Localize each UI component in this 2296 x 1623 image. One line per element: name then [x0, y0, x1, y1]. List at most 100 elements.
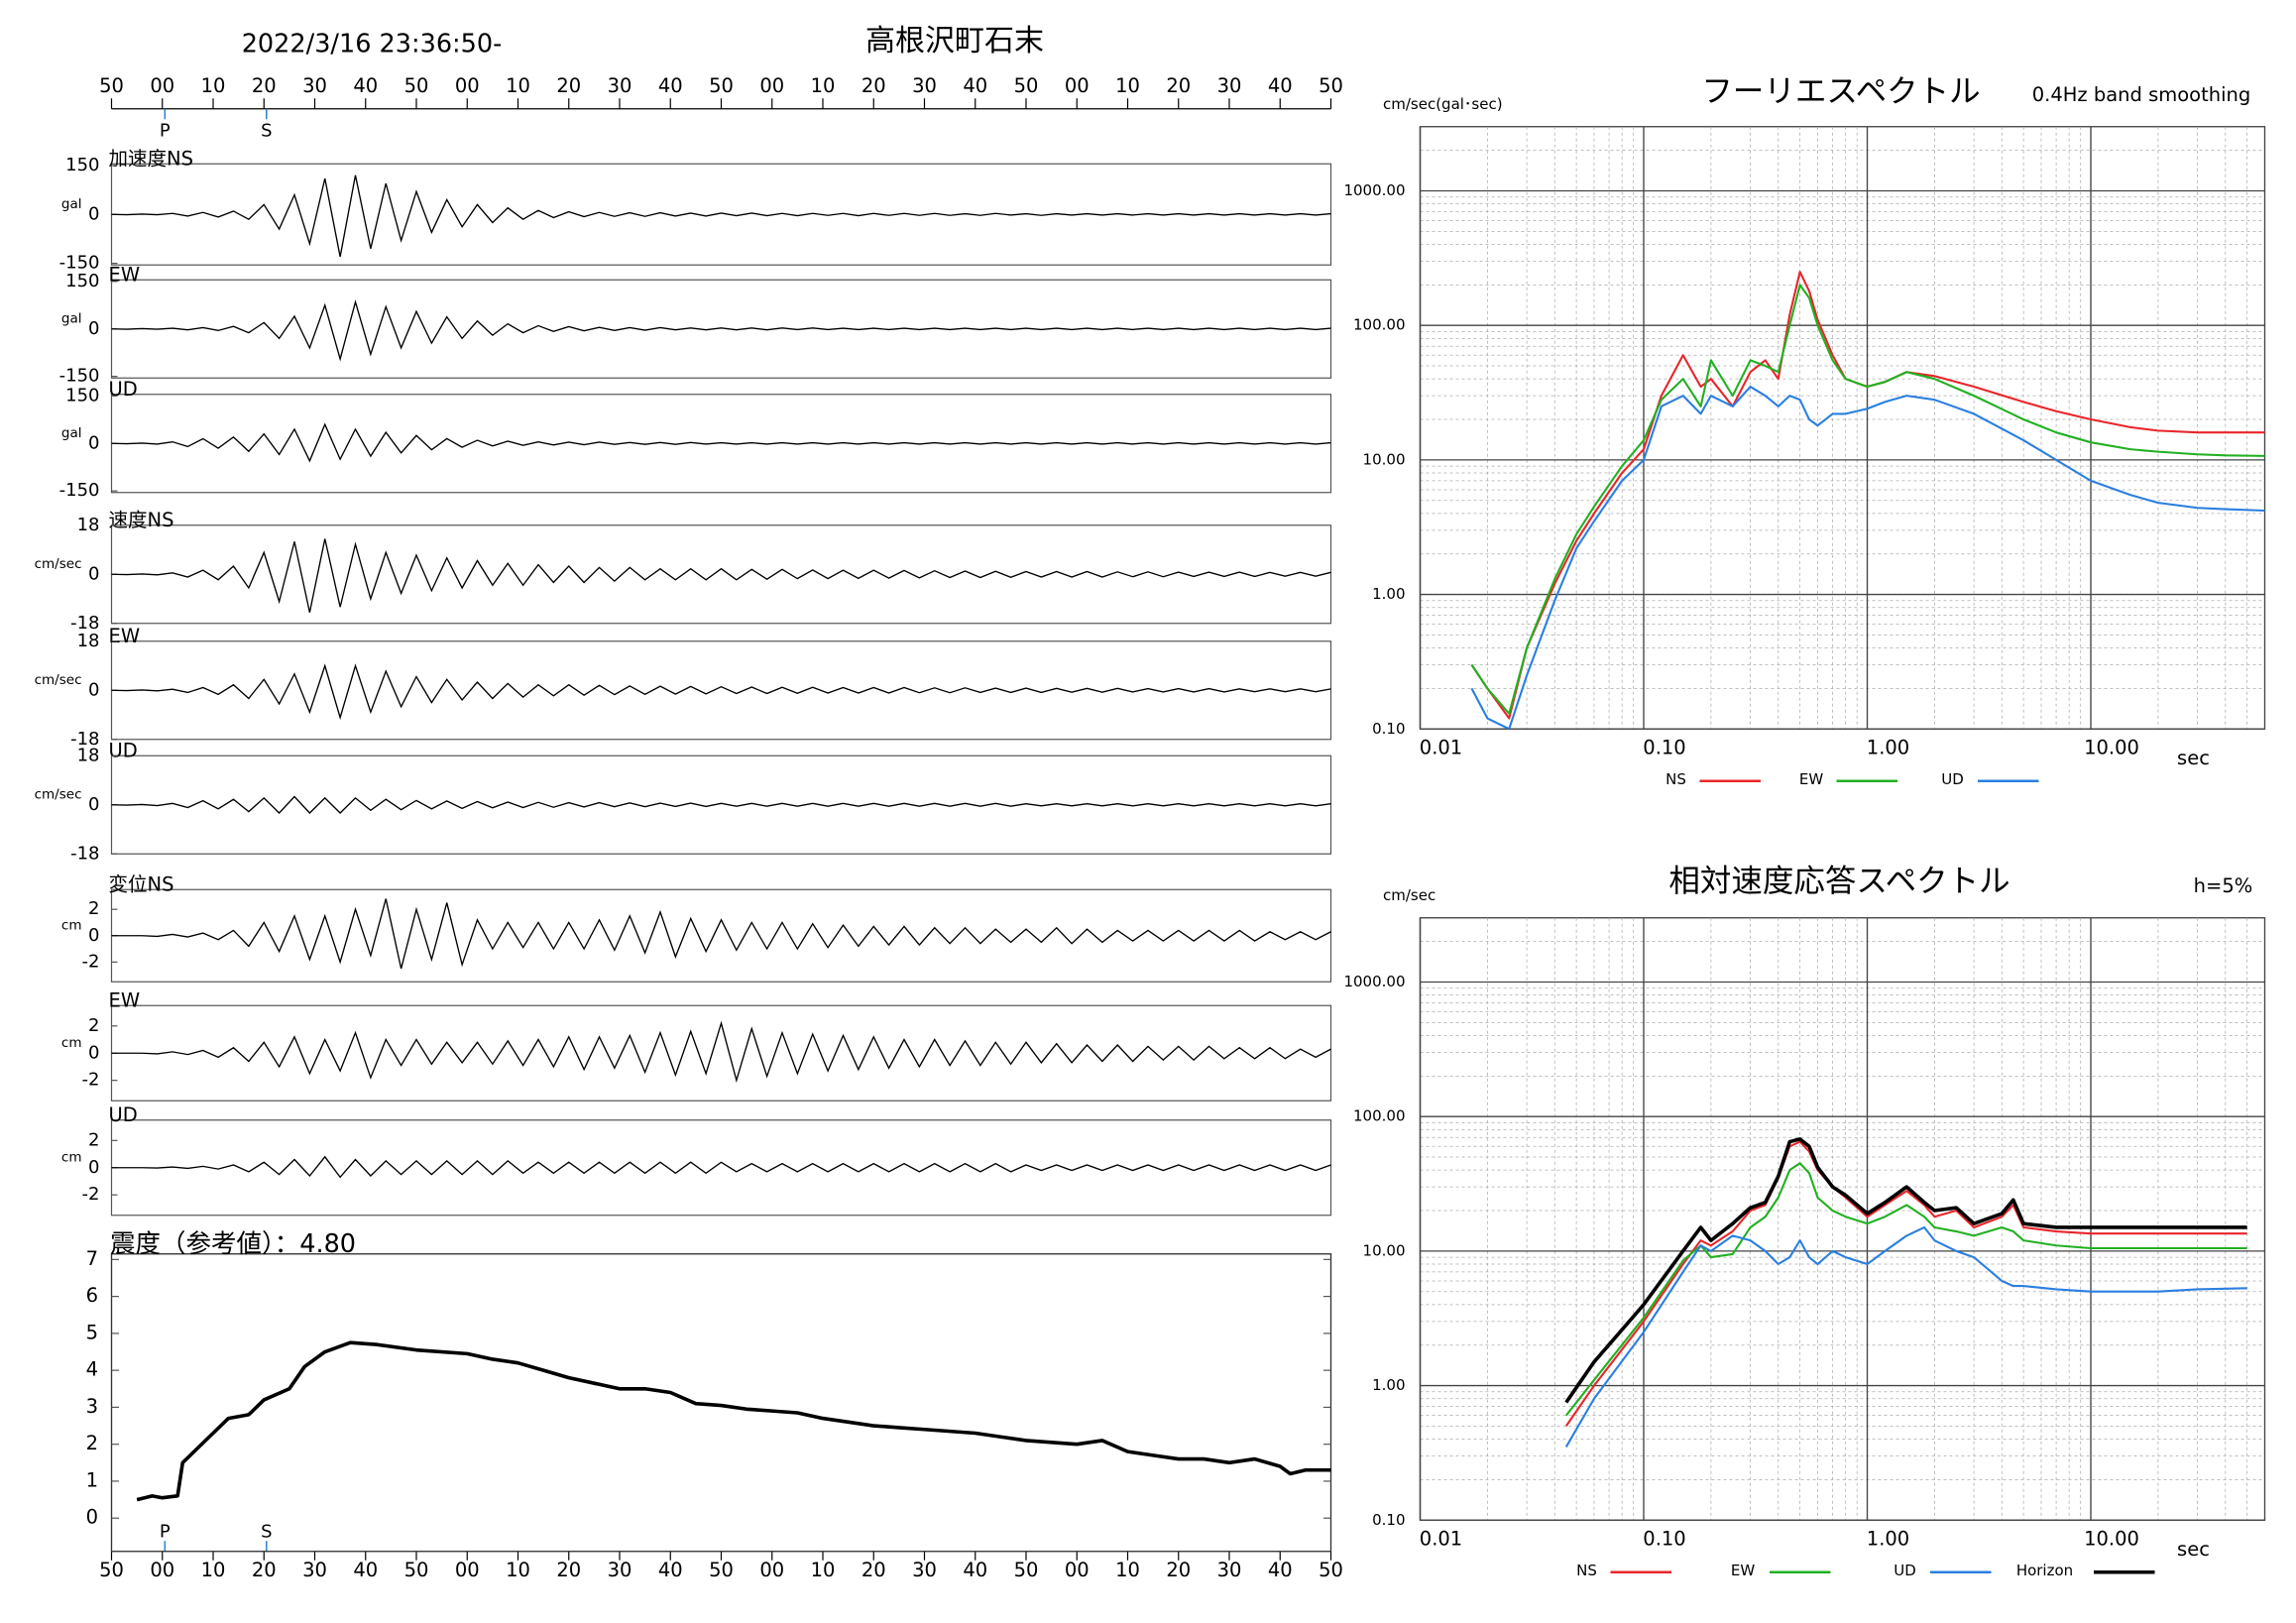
x-tick-label: 10 — [1115, 74, 1140, 97]
x-axis-label: sec — [2177, 747, 2210, 769]
trace-label: UD — [109, 378, 138, 401]
y-tick-label: 7 — [86, 1247, 98, 1270]
x-tick-label: 20 — [1166, 1559, 1191, 1581]
y-tick-label: 0 — [88, 203, 99, 224]
trace-unit: gal — [61, 310, 82, 326]
x-tick-label: 50 — [709, 74, 734, 97]
trace-label: UD — [109, 739, 138, 761]
x-tick-label: 10.00 — [2084, 1527, 2139, 1550]
y-tick-label: 100.00 — [1353, 316, 1406, 334]
x-tick-label: 10 — [201, 74, 226, 97]
spectrum-line — [1470, 385, 2265, 730]
phase-label: P — [160, 120, 171, 141]
x-tick-label: 00 — [1065, 1559, 1090, 1581]
y-tick-label: 18 — [77, 515, 100, 535]
y-tick-label: 0 — [88, 1042, 99, 1063]
x-tick-label: 00 — [150, 74, 174, 97]
x-tick-label: 0.01 — [1420, 1527, 1462, 1550]
x-tick-label: 1.00 — [1867, 1527, 1909, 1550]
y-tick-label: 0.10 — [1372, 1511, 1405, 1529]
x-tick-label: 30 — [302, 1559, 327, 1581]
trace-unit: cm — [61, 917, 82, 933]
x-tick-label: 40 — [353, 1559, 378, 1581]
spectrum-line — [1564, 1137, 2247, 1404]
x-tick-label: 10 — [1115, 1559, 1140, 1581]
y-tick-label: 6 — [86, 1284, 98, 1307]
spectrum-line — [1564, 1140, 2247, 1428]
y-axis-label: cm/sec(gal･sec) — [1383, 95, 1503, 113]
x-tick-label: 50 — [99, 74, 124, 97]
y-tick-label: 10.00 — [1363, 450, 1406, 468]
x-tick-label: 0.10 — [1643, 736, 1685, 758]
y-tick-label: 1 — [86, 1468, 98, 1491]
legend-label: UD — [1894, 1562, 1916, 1579]
x-tick-label: 20 — [861, 1559, 886, 1581]
waveform-trace — [111, 538, 1331, 613]
x-tick-label: 00 — [150, 1559, 174, 1581]
y-tick-label: 150 — [65, 271, 99, 291]
x-tick-label: 30 — [608, 74, 632, 97]
y-tick-label: 150 — [65, 385, 99, 406]
y-tick-label: 18 — [77, 745, 100, 765]
phase-label: S — [261, 120, 272, 141]
legend-label: NS — [1576, 1562, 1597, 1579]
chart-title: 相対速度応答スペクトル — [1668, 864, 2009, 899]
y-tick-label: 4 — [86, 1358, 98, 1381]
intensity-line — [136, 1340, 1331, 1502]
x-tick-label: 40 — [658, 74, 683, 97]
x-tick-label: 40 — [1268, 1559, 1293, 1581]
y-tick-label: -18 — [70, 613, 99, 634]
waveform-trace — [111, 663, 1331, 721]
y-tick-label: -18 — [70, 843, 99, 864]
trace-unit: cm/sec — [35, 556, 82, 572]
spectrum-line — [1564, 1162, 2247, 1417]
x-tick-label: 50 — [1319, 74, 1343, 97]
x-tick-label: 10 — [811, 74, 836, 97]
chart-subtitle: h=5% — [2194, 874, 2253, 897]
y-tick-label: 1.00 — [1372, 585, 1405, 603]
x-tick-label: 50 — [404, 74, 429, 97]
y-tick-label: 18 — [77, 631, 100, 651]
y-tick-label: 0 — [88, 1157, 99, 1178]
legend-label: NS — [1665, 770, 1686, 788]
x-tick-label: 20 — [556, 1559, 581, 1581]
x-tick-label: 50 — [1014, 74, 1039, 97]
spectrum-line — [1470, 284, 2265, 715]
y-tick-label: 2 — [88, 898, 99, 919]
x-tick-label: 10 — [201, 1559, 226, 1581]
y-tick-label: 0 — [88, 432, 99, 453]
x-axis-label: sec — [2177, 1538, 2210, 1561]
spectrum-line — [1470, 271, 2265, 720]
x-tick-label: 40 — [963, 74, 987, 97]
phase-label: S — [261, 1521, 272, 1542]
x-tick-label: 20 — [1166, 74, 1191, 97]
y-tick-label: 0 — [88, 563, 99, 584]
y-tick-label: -2 — [82, 1184, 100, 1205]
datetime: 2022/3/16 23:36:50- — [242, 29, 503, 58]
x-tick-label: 00 — [1065, 74, 1090, 97]
y-tick-label: -18 — [70, 729, 99, 750]
chart-subtitle: 0.4Hz band smoothing — [2032, 83, 2251, 106]
y-tick-label: 0 — [88, 318, 99, 339]
y-tick-label: 1000.00 — [1343, 973, 1405, 990]
phase-label: P — [160, 1521, 171, 1542]
legend-label: Horizon — [2016, 1562, 2073, 1579]
trace-unit: cm/sec — [35, 672, 82, 688]
y-tick-label: 0.10 — [1372, 720, 1405, 738]
x-tick-label: 20 — [861, 74, 886, 97]
intensity-frame — [110, 1253, 1332, 1553]
x-tick-label: 30 — [302, 74, 327, 97]
trace-label: 変位NS — [109, 872, 174, 895]
trace-unit: cm/sec — [35, 786, 82, 802]
waveform-trace — [111, 898, 1331, 970]
x-tick-label: 20 — [252, 74, 277, 97]
x-tick-label: 00 — [759, 74, 784, 97]
intensity-title: 震度（参考値）：4.80 — [110, 1229, 356, 1259]
x-tick-label: 50 — [1014, 1559, 1039, 1581]
x-tick-label: 10.00 — [2084, 736, 2139, 758]
y-tick-label: 0 — [86, 1506, 98, 1529]
y-tick-label: 5 — [86, 1321, 98, 1343]
x-tick-label: 30 — [608, 1559, 632, 1581]
